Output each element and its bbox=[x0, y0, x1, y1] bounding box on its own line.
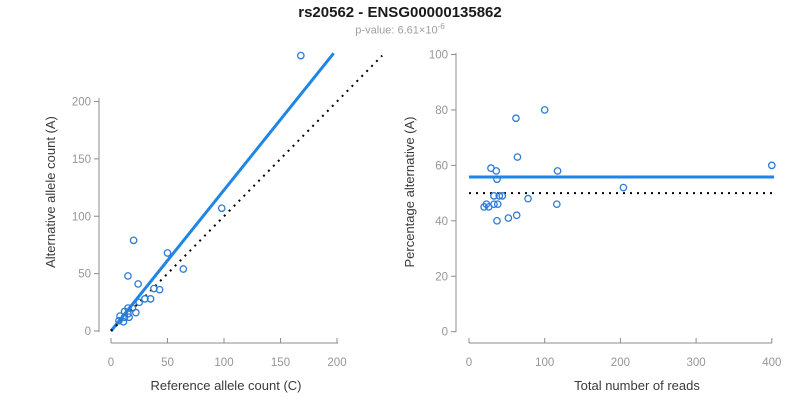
data-point bbox=[128, 304, 137, 312]
data-point bbox=[119, 317, 128, 326]
y-axis-title: Percentage alternative (A) bbox=[402, 116, 417, 267]
x-tick-label: 150 bbox=[271, 357, 290, 369]
data-point bbox=[524, 194, 532, 203]
data-point bbox=[124, 272, 132, 280]
y-tick-label: 100 bbox=[72, 211, 91, 223]
figure-subtitle: p-value: 6.61×10-6 bbox=[0, 22, 800, 37]
y-axis-title: Alternative allele count (A) bbox=[43, 116, 58, 268]
data-point bbox=[493, 175, 501, 184]
data-point bbox=[482, 200, 491, 209]
data-point bbox=[493, 216, 501, 225]
x-tick-label: 200 bbox=[611, 357, 630, 369]
x-tick-label: 0 bbox=[108, 357, 114, 369]
y-tick-label: 0 bbox=[442, 327, 448, 339]
y-tick-label: 200 bbox=[72, 97, 91, 109]
data-point bbox=[217, 204, 226, 213]
x-tick-label: 50 bbox=[161, 357, 174, 369]
data-point bbox=[512, 114, 520, 123]
data-point bbox=[146, 295, 155, 303]
x-tick-label: 400 bbox=[762, 357, 781, 369]
data-point bbox=[490, 200, 498, 209]
data-point bbox=[155, 285, 164, 294]
y-tick-label: 0 bbox=[85, 326, 91, 338]
data-point bbox=[163, 249, 172, 257]
data-point bbox=[513, 153, 522, 161]
y-tick-label: 50 bbox=[78, 269, 91, 281]
data-point bbox=[512, 211, 521, 220]
data-point bbox=[179, 265, 188, 273]
pvalue-exponent: -6 bbox=[437, 22, 445, 31]
pvalue-text: p-value: 6.61×10 bbox=[355, 24, 438, 37]
data-point bbox=[115, 316, 123, 325]
data-point bbox=[492, 167, 501, 175]
regression-fit-line bbox=[109, 52, 335, 332]
data-point bbox=[553, 167, 562, 175]
x-axis-title: Total number of reads bbox=[574, 378, 700, 393]
data-point bbox=[552, 200, 561, 209]
data-point bbox=[767, 161, 776, 170]
y-tick-label: 20 bbox=[435, 271, 448, 283]
data-point bbox=[495, 192, 504, 200]
data-point bbox=[124, 304, 132, 312]
y-tick-label: 100 bbox=[429, 50, 448, 62]
identity-line bbox=[110, 54, 383, 332]
data-point bbox=[540, 106, 549, 114]
y-tick-label: 150 bbox=[72, 154, 91, 166]
x-axis-title: Reference allele count (C) bbox=[150, 378, 301, 393]
data-point bbox=[125, 313, 133, 322]
data-point bbox=[124, 309, 132, 318]
y-tick-label: 60 bbox=[435, 160, 448, 172]
data-point bbox=[504, 214, 513, 222]
x-tick-label: 300 bbox=[687, 357, 706, 369]
data-point bbox=[493, 200, 502, 209]
x-tick-label: 200 bbox=[327, 357, 346, 369]
data-point bbox=[135, 298, 144, 307]
data-point bbox=[490, 192, 498, 200]
y-tick-label: 80 bbox=[435, 105, 448, 117]
data-point bbox=[134, 280, 142, 288]
data-point bbox=[141, 295, 149, 303]
x-tick-label: 0 bbox=[466, 357, 472, 369]
x-tick-label: 100 bbox=[214, 357, 233, 369]
data-point bbox=[116, 312, 124, 320]
x-tick-label: 100 bbox=[535, 357, 554, 369]
data-point bbox=[619, 183, 628, 192]
data-point bbox=[498, 192, 507, 200]
figure-title: rs20562 - ENSG00000135862 bbox=[298, 4, 502, 21]
y-tick-label: 40 bbox=[435, 216, 448, 228]
data-point bbox=[296, 51, 305, 60]
data-point bbox=[129, 236, 138, 245]
